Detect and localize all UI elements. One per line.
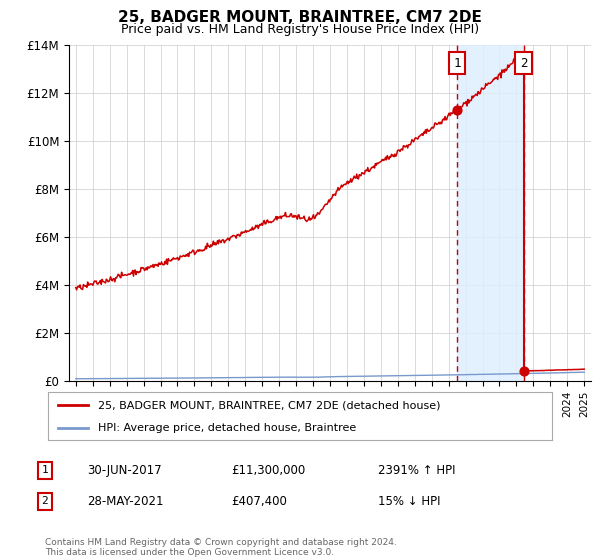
Text: 2: 2 bbox=[520, 57, 527, 70]
Text: Contains HM Land Registry data © Crown copyright and database right 2024.
This d: Contains HM Land Registry data © Crown c… bbox=[45, 538, 397, 557]
Text: 1: 1 bbox=[41, 465, 49, 475]
Text: 25, BADGER MOUNT, BRAINTREE, CM7 2DE (detached house): 25, BADGER MOUNT, BRAINTREE, CM7 2DE (de… bbox=[98, 400, 441, 410]
Text: 2391% ↑ HPI: 2391% ↑ HPI bbox=[378, 464, 455, 477]
Text: £11,300,000: £11,300,000 bbox=[231, 464, 305, 477]
Text: 30-JUN-2017: 30-JUN-2017 bbox=[87, 464, 161, 477]
Text: £407,400: £407,400 bbox=[231, 494, 287, 508]
Text: 25, BADGER MOUNT, BRAINTREE, CM7 2DE: 25, BADGER MOUNT, BRAINTREE, CM7 2DE bbox=[118, 10, 482, 25]
Point bbox=[452, 105, 462, 114]
Text: 15% ↓ HPI: 15% ↓ HPI bbox=[378, 494, 440, 508]
Text: 1: 1 bbox=[454, 57, 461, 70]
Text: HPI: Average price, detached house, Braintree: HPI: Average price, detached house, Brai… bbox=[98, 423, 356, 433]
Text: 2: 2 bbox=[41, 496, 49, 506]
Bar bbox=[457, 45, 524, 381]
Text: Price paid vs. HM Land Registry's House Price Index (HPI): Price paid vs. HM Land Registry's House … bbox=[121, 24, 479, 36]
Text: 28-MAY-2021: 28-MAY-2021 bbox=[87, 494, 163, 508]
Point bbox=[519, 367, 529, 376]
